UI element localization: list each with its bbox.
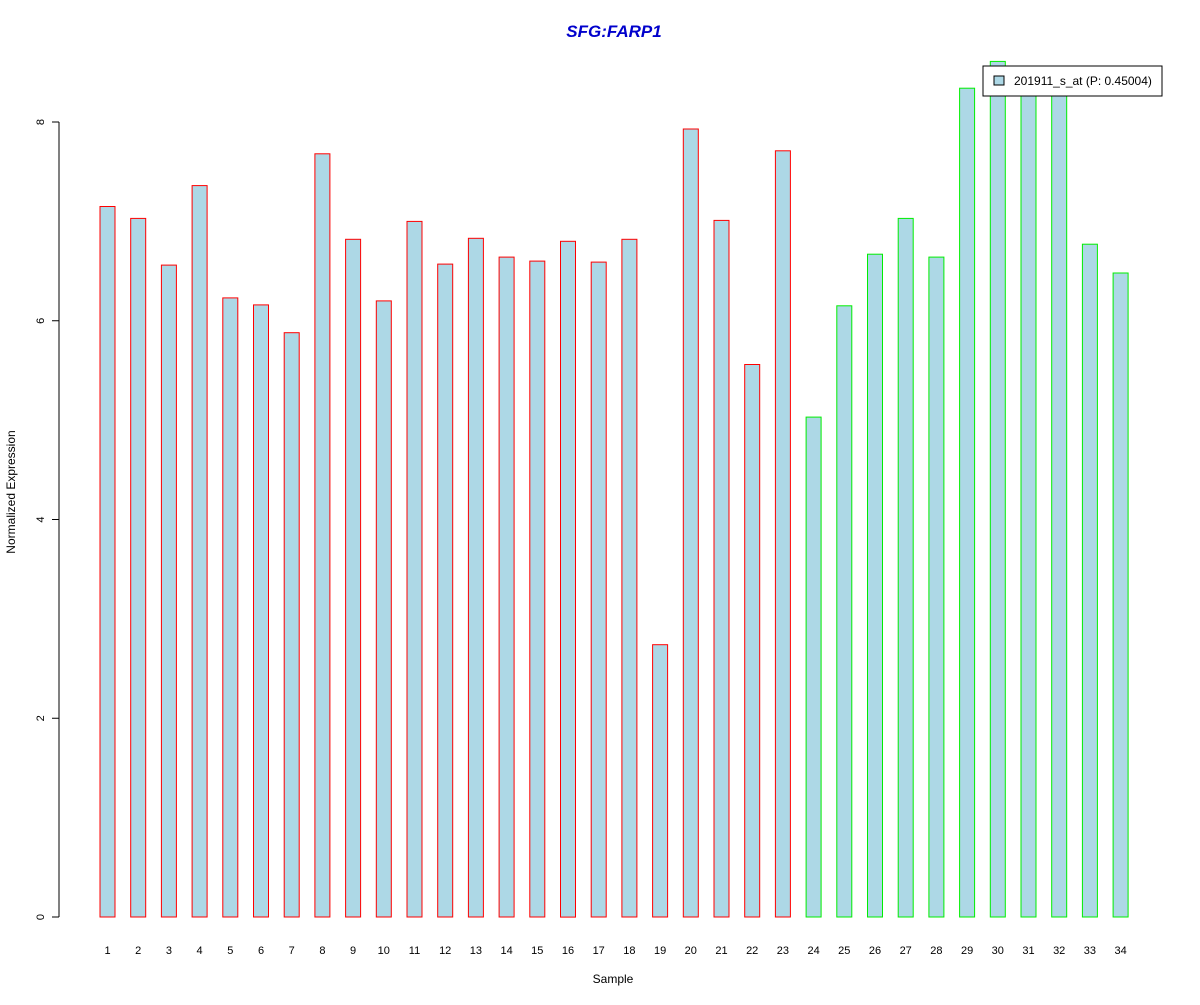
legend: 201911_s_at (P: 0.45004) [982,65,1163,97]
bar-sample-12 [437,263,454,918]
y-axis: 0 2 4 6 8 [35,119,60,920]
bars-group [99,60,1129,918]
bar-sample-28 [928,256,945,918]
bar-sample-33 [1081,243,1098,918]
bar-sample-8 [314,153,331,918]
legend-box [982,65,1163,97]
bar-sample-34 [1112,272,1129,918]
bar-sample-20 [682,128,699,918]
bar-sample-21 [713,219,730,918]
bar-sample-30 [989,60,1006,918]
x-tick-label: 27 [900,945,912,957]
x-tick-label: 1 [104,945,110,957]
bar-sample-14 [498,256,515,918]
x-tick-label: 34 [1114,945,1126,957]
x-tick-label: 3 [166,945,172,957]
bar-sample-29 [959,87,976,918]
x-tick-label: 5 [227,945,233,957]
bar-sample-13 [467,237,484,918]
x-tick-label: 7 [289,945,295,957]
y-tick-label: 0 [35,914,47,920]
bar-sample-3 [160,264,177,918]
bar-sample-6 [253,304,269,918]
bar-sample-7 [283,332,300,918]
chart-title: SFG:FARP1 [566,22,661,41]
y-axis-label: Normalized Expression [4,430,18,553]
bar-sample-2 [130,217,147,918]
bar-sample-10 [375,300,392,918]
x-tick-label: 28 [930,945,942,957]
x-axis-label: Sample [593,972,634,986]
y-tick-label: 4 [35,516,47,522]
x-tick-label: 15 [531,945,543,957]
x-tick-label: 17 [593,945,605,957]
bar-sample-32 [1051,87,1068,918]
x-tick-label: 29 [961,945,973,957]
x-tick-label: 33 [1084,945,1096,957]
x-tick-label: 8 [319,945,325,957]
bar-sample-25 [836,305,853,918]
x-tick-label: 20 [685,945,697,957]
x-tick-label: 10 [378,945,390,957]
x-tick-label: 2 [135,945,141,957]
bar-sample-19 [652,644,669,918]
bar-sample-27 [897,217,914,918]
x-tick-label: 13 [470,945,482,957]
x-tick-label: 19 [654,945,666,957]
bar-sample-24 [805,416,822,918]
bar-sample-23 [774,150,791,918]
x-tick-label: 14 [500,945,512,957]
bar-sample-31 [1020,87,1037,918]
x-axis-labels: 1 2 3 4 5 6 7 8 9 10 11 12 13 14 15 16 17 18 19 20 21 22 23 24 2… [104,945,1126,957]
x-tick-label: 6 [258,945,264,957]
x-tick-label: 32 [1053,945,1065,957]
x-tick-label: 25 [838,945,850,957]
bar-sample-17 [590,261,607,918]
y-tick-label: 6 [35,318,47,324]
x-tick-label: 12 [439,945,451,957]
x-tick-label: 18 [623,945,635,957]
bar-sample-11 [406,220,423,918]
bar-sample-26 [867,253,883,918]
x-tick-label: 24 [807,945,819,957]
x-tick-label: 30 [992,945,1004,957]
bar-sample-5 [222,297,239,918]
legend-entry-label: 201911_s_at (P: 0.45004) [1014,74,1152,88]
bar-sample-22 [744,364,761,918]
x-tick-label: 22 [746,945,758,957]
bar-sample-4 [191,185,208,918]
x-tick-label: 21 [715,945,727,957]
y-tick-label: 8 [35,119,47,125]
x-tick-label: 23 [777,945,789,957]
x-tick-label: 4 [197,945,203,957]
y-tick-label: 2 [35,715,47,721]
bar-sample-15 [529,260,546,918]
bar-sample-9 [345,238,362,918]
x-tick-label: 16 [562,945,574,957]
bar-sample-1 [99,206,116,918]
x-tick-label: 11 [409,945,420,957]
legend-swatch [993,75,1005,86]
bar-sample-16 [560,240,576,918]
x-tick-label: 9 [350,945,356,957]
x-tick-label: 26 [869,945,881,957]
x-tick-label: 31 [1022,945,1034,957]
bar-sample-18 [621,238,638,918]
